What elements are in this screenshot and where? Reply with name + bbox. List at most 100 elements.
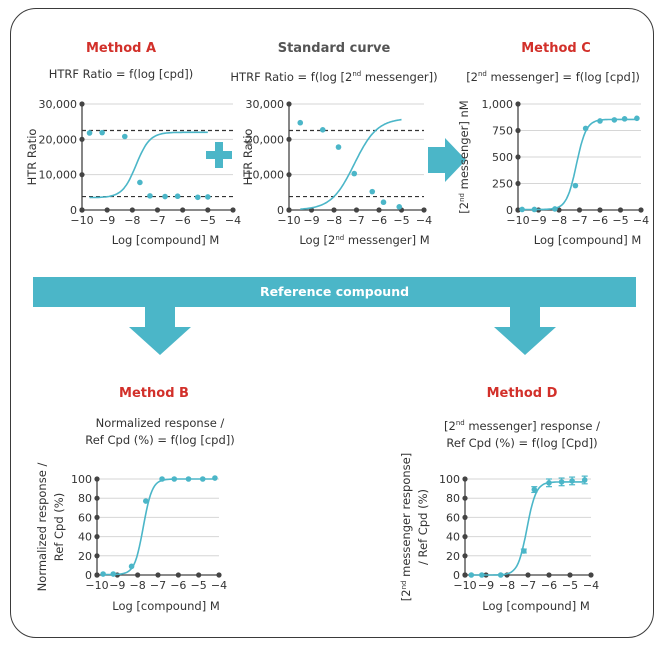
x-tick-label: −5 <box>612 214 628 227</box>
fit-curve <box>522 118 637 211</box>
data-point <box>611 117 618 123</box>
x-tick-dot <box>196 572 202 578</box>
y-axis-label: HTR Ratio <box>25 129 39 186</box>
y-tick-dot <box>286 136 292 142</box>
y-tick-label: 250 <box>492 178 513 191</box>
data-point <box>396 204 403 210</box>
y-tick-dot <box>79 136 85 142</box>
x-tick-label: −4 <box>583 579 599 592</box>
data-point <box>185 476 192 482</box>
x-tick-label: −5 <box>562 579 578 592</box>
x-tick-label: −8 <box>124 214 140 227</box>
x-axis-label: Log [compound] M <box>534 233 642 247</box>
y-tick-dot <box>462 476 468 482</box>
method-a-title: Method A <box>85 41 157 56</box>
x-tick-label: −7 <box>149 214 165 227</box>
x-tick-dot <box>353 207 360 213</box>
chart-d: 0 20 40 60 80 100 −10 −9 −8 −7 −6 −5 −4 Log [compound… <box>399 453 599 613</box>
x-tick-dot <box>597 207 603 213</box>
x-tick-dot <box>135 572 141 578</box>
x-tick-label: −6 <box>592 214 608 227</box>
y-tick-dot <box>462 514 468 521</box>
x-tick-dot <box>79 207 85 213</box>
fit-curve <box>103 478 215 576</box>
x-tick-label: −10 <box>277 214 300 227</box>
x-tick-label: −5 <box>200 214 216 227</box>
method-c-formula: [2nd messenger] = f(log [cpd]) <box>466 69 640 84</box>
x-tick-dot <box>205 207 211 213</box>
y-axis-label-2: / Ref Cpd (%) <box>416 489 430 565</box>
y-tick-label: 750 <box>492 125 513 138</box>
y-tick-label: 40 <box>446 531 460 544</box>
x-tick-dot <box>376 207 382 213</box>
data-point <box>552 206 558 212</box>
x-tick-label: −8 <box>499 579 515 592</box>
data-point <box>212 475 218 481</box>
chart-a: 0 10,000 20,000 30,000 −10 −9 −8 −7 −6 −5 −4 Log [c… <box>25 98 241 247</box>
x-tick-dot <box>175 572 181 578</box>
data-point <box>531 206 538 213</box>
data-point <box>137 179 143 186</box>
x-tick-label: −10 <box>85 579 108 592</box>
data-point <box>634 115 640 122</box>
method-b-formula: Normalized response / Ref Cpd (%) = f(log… <box>85 416 235 447</box>
x-tick-dot <box>567 572 573 578</box>
y-tick-label: 10,000 <box>246 169 285 182</box>
x-tick-label: −6 <box>175 214 191 227</box>
data-point <box>569 478 575 484</box>
x-tick-label: −4 <box>416 214 432 227</box>
y-tick-label: 500 <box>492 151 513 164</box>
x-tick-dot <box>515 207 521 213</box>
data-point <box>380 199 387 206</box>
x-tick-dot <box>331 207 337 213</box>
x-tick-dot <box>617 207 624 213</box>
y-tick-label: 80 <box>446 492 460 505</box>
data-point <box>621 116 628 122</box>
y-tick-label: 100 <box>71 473 92 486</box>
data-point <box>100 571 106 577</box>
x-tick-dot <box>588 572 594 578</box>
y-tick-dot <box>79 172 85 178</box>
x-tick-label: −9 <box>109 579 125 592</box>
chart-standard: 0 10,000 20,000 30,000 −10 −9 −8 −7 −6 −5 −4 Log [2… <box>241 98 432 247</box>
y-tick-dot <box>515 101 521 107</box>
data-point <box>297 119 304 126</box>
data-point <box>199 476 206 482</box>
data-point <box>171 476 178 482</box>
reference-compound-band: Reference compound <box>33 277 636 307</box>
data-point <box>519 206 525 213</box>
y-tick-label: 10,000 <box>39 169 78 182</box>
method-d-formula: [2nd messenger] response / Ref Cpd (%) = … <box>444 418 600 450</box>
fit-curve <box>300 118 402 210</box>
data-point <box>581 477 588 483</box>
chart-c: 0 250 500 750 1,000 −10 −9 −8 −7 −6 −5 −4 Log [compo… <box>457 98 649 247</box>
y-tick-dot <box>462 495 468 501</box>
x-tick-dot <box>230 207 236 213</box>
data-point <box>174 193 181 200</box>
y-tick-label: 0 <box>453 569 460 582</box>
data-point <box>351 170 358 177</box>
x-tick-dot <box>180 207 186 213</box>
x-axis-label: Log [2nd messenger] M <box>299 233 429 247</box>
data-point <box>558 479 565 485</box>
method-a-formula: HTRF Ratio = f(log [cpd]) <box>48 67 194 81</box>
y-tick-label: 30,000 <box>246 98 285 111</box>
standard-curve-title: Standard curve <box>277 41 391 56</box>
x-tick-dot <box>546 572 552 578</box>
y-tick-dot <box>515 180 521 187</box>
fit-curve <box>471 481 585 576</box>
y-axis-label: [2nd messenger] nM <box>457 100 471 213</box>
y-tick-label: 20 <box>78 550 92 563</box>
y-tick-label: 60 <box>78 511 92 524</box>
x-tick-dot <box>216 572 222 578</box>
y-tick-dot <box>94 476 100 482</box>
data-point <box>143 498 149 504</box>
x-tick-label: −7 <box>348 214 364 227</box>
x-tick-dot <box>129 207 135 213</box>
data-point <box>546 480 552 486</box>
data-point <box>147 193 153 199</box>
y-tick-label: 1,000 <box>482 98 514 111</box>
y-tick-label: 100 <box>439 473 460 486</box>
x-tick-dot <box>286 207 292 213</box>
y-tick-label: 60 <box>446 511 460 524</box>
